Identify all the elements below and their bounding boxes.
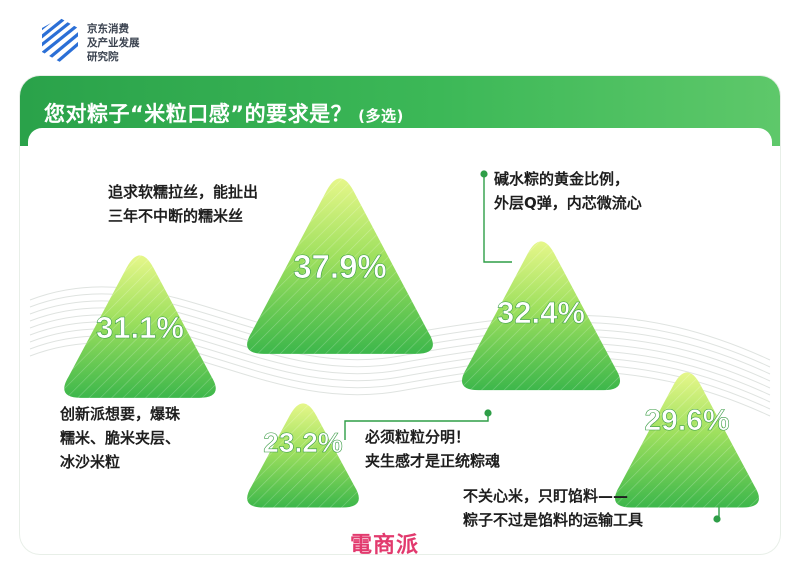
leader-dot-1 — [484, 409, 492, 417]
leader-line-0 — [483, 174, 512, 263]
caption-silky-line-1: 追求软糯拉丝，能扯出 — [108, 183, 259, 201]
zongzi-texture-4 — [615, 372, 759, 508]
value-label-2: 31.1% — [96, 310, 184, 345]
caption-innovative-line-2: 糯米、脆米夹层、 — [60, 429, 181, 447]
caption-innovative-line-1: 创新派想要，爆珠 — [60, 405, 181, 423]
title-text: 您对粽子“米粒口感”的要求是？ — [44, 102, 353, 126]
value-label-3: 23.2% — [263, 427, 342, 458]
brand-name: 京东消费 及产业发展 研究院 — [87, 22, 140, 64]
zongzi-texture-3 — [247, 403, 359, 508]
caption-innovative: 创新派想要，爆珠 糯米、脆米夹层、 冰沙米粒 — [60, 402, 180, 474]
caption-distinct-grains: 必须粒粒分明！ 夹生感才是正统粽魂 — [365, 425, 500, 473]
caption-filling-only-line-2: 粽子不过是馅料的运输工具 — [463, 511, 644, 529]
watermark: 電商派 — [350, 532, 420, 558]
caption-alkaline: 碱水粽的黄金比例， 外层Q弹，内芯微流心 — [494, 167, 642, 215]
leader-line-1 — [344, 413, 489, 440]
caption-distinct-grains-line-2: 夹生感才是正统粽魂 — [365, 452, 501, 470]
title-subtext: (多选) — [358, 107, 404, 125]
leader-dot-0 — [480, 170, 488, 178]
stripes-logo-icon — [42, 18, 78, 62]
brand-line-1: 京东消费 — [87, 23, 129, 35]
brand-line-2: 及产业发展 — [87, 37, 140, 49]
brand-line-3: 研究院 — [87, 51, 119, 63]
caption-silky: 追求软糯拉丝，能扯出 三年不中断的糯米丝 — [108, 180, 258, 228]
value-label-0: 37.9% — [293, 248, 387, 285]
caption-alkaline-line-2: 外层Q弹，内芯微流心 — [494, 194, 642, 212]
zongzi-texture-0 — [247, 178, 433, 354]
caption-alkaline-line-1: 碱水粽的黄金比例， — [494, 170, 630, 188]
zongzi-texture-2 — [64, 255, 216, 398]
value-label-4: 29.6% — [644, 404, 729, 437]
caption-filling-only-line-1: 不关心米，只盯馅料—— — [463, 487, 629, 505]
caption-distinct-grains-line-1: 必须粒粒分明！ — [365, 428, 471, 446]
page-title: 您对粽子“米粒口感”的要求是？ (多选) — [44, 98, 404, 128]
caption-silky-line-2: 三年不中断的糯米丝 — [108, 207, 244, 225]
caption-innovative-line-3: 冰沙米粒 — [60, 453, 121, 471]
value-label-1: 32.4% — [497, 295, 585, 330]
zongzi-texture-1 — [461, 241, 621, 391]
leader-dot-2 — [713, 515, 721, 523]
caption-filling-only: 不关心米，只盯馅料—— 粽子不过是馅料的运输工具 — [463, 484, 643, 532]
brand-logo: 京东消费 及产业发展 研究院 — [40, 16, 180, 64]
chart-marks: 37.9% 32.4% 31.1% 23.2% 29.6% — [64, 178, 759, 508]
